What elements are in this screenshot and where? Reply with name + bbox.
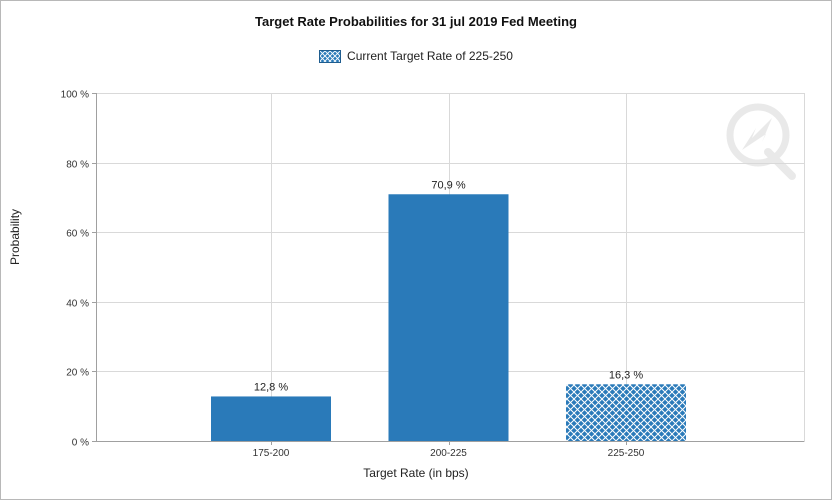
legend-label: Current Target Rate of 225-250 xyxy=(347,49,513,63)
x-tick-label: 175-200 xyxy=(253,448,290,459)
legend-swatch-hatched xyxy=(319,49,342,63)
y-tick-label: 80 % xyxy=(66,160,89,171)
y-axis-label: Probability xyxy=(8,208,22,265)
bar-value-label: 70,9 % xyxy=(431,179,465,191)
x-tick-label: 200-225 xyxy=(430,448,467,459)
bar-175-200 xyxy=(211,396,331,441)
x-tick-label: 225-250 xyxy=(608,448,645,459)
bar-200-225 xyxy=(388,194,509,441)
legend: Current Target Rate of 225-250 xyxy=(0,49,832,63)
y-tick-label: 60 % xyxy=(66,229,89,240)
y-tick-label: 40 % xyxy=(66,299,89,310)
y-tick-label: 20 % xyxy=(66,368,89,379)
watermark-logo-icon xyxy=(726,103,796,180)
y-tick-label: 100 % xyxy=(61,90,89,101)
x-axis-label: Target Rate (in bps) xyxy=(363,466,469,480)
chart-title: Target Rate Probabilities for 31 jul 201… xyxy=(255,14,577,29)
bar-value-label: 12,8 % xyxy=(254,381,288,393)
y-tick-label: 0 % xyxy=(72,438,89,449)
bar-225-250 xyxy=(566,384,686,441)
bar-value-label: 16,3 % xyxy=(609,369,643,381)
